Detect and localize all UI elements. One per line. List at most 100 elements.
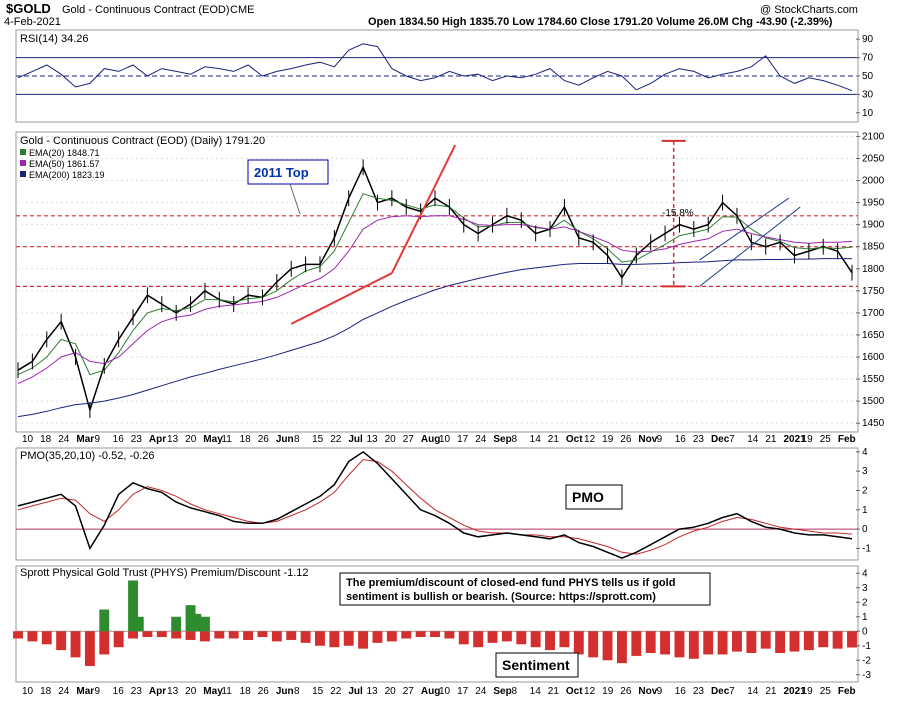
ema-line <box>17 215 853 384</box>
phys-bar <box>56 631 67 651</box>
y-tick-label: 1650 <box>862 330 885 341</box>
x-tick-label: 20 <box>385 434 397 445</box>
y-tick-label: 2 <box>862 485 868 496</box>
phys-bar <box>847 631 857 648</box>
x-tick-label: 23 <box>693 434 705 445</box>
phys-bar <box>732 631 742 652</box>
y-tick-label: 3 <box>862 583 868 594</box>
phys-bar <box>358 631 369 649</box>
pmo-line <box>17 450 853 559</box>
phys-bar <box>185 631 196 640</box>
phys-bar <box>775 631 786 653</box>
pmo-title: PMO(35,20,10) -0.52, -0.26 <box>20 450 155 462</box>
x-tick-label: 19 <box>802 686 814 697</box>
phys-bar <box>286 631 297 640</box>
x-tick-label: 26 <box>258 434 270 445</box>
phys-panel: Sprott Physical Gold Trust (PHYS) Premiu… <box>13 565 871 683</box>
phys-bar <box>271 631 282 642</box>
phys-bar <box>70 631 81 658</box>
phys-bar <box>199 631 210 642</box>
x-tick-label: 20 <box>185 434 197 445</box>
phys-bar <box>386 631 397 642</box>
x-tick-label: Dec <box>711 434 730 445</box>
phys-bar <box>789 631 800 652</box>
y-tick-label: -1 <box>862 641 871 652</box>
y-tick-label: 50 <box>862 71 874 82</box>
phys-bar <box>760 631 771 649</box>
pmo-label-box: PMO <box>565 484 623 510</box>
y-tick-label: -3 <box>862 670 871 681</box>
phys-bar <box>458 631 469 645</box>
x-tick-label: May <box>203 686 223 697</box>
x-tick-label: 8 <box>294 434 300 445</box>
x-tick-label: 15 <box>312 434 324 445</box>
x-tick-label: 22 <box>330 434 342 445</box>
phys-bar <box>645 631 656 653</box>
phys-bar <box>631 631 642 656</box>
y-tick-label: 1450 <box>862 418 885 429</box>
phys-bar <box>588 631 599 658</box>
y-tick-label: 90 <box>862 34 874 45</box>
x-tick-label: 10 <box>22 686 34 697</box>
phys-bar <box>329 631 340 648</box>
x-tick-label: 19 <box>802 434 814 445</box>
pmo-panel: PMO(35,20,10) -0.52, -0.26 -1 0 1 2 3 4 PMO <box>15 447 871 561</box>
x-tick-label: Mar <box>76 686 94 697</box>
y-tick-label: 1800 <box>862 264 885 275</box>
pmo-signal-line <box>17 459 853 555</box>
phys-bar <box>84 631 95 667</box>
phys-bar <box>545 631 555 651</box>
phys-bar <box>616 631 627 664</box>
x-tick-label: Feb <box>838 686 856 697</box>
y-tick-label: 1900 <box>862 220 885 231</box>
phys-bar <box>343 631 354 646</box>
phys-bar <box>41 631 52 645</box>
phys-bar <box>401 631 412 639</box>
x-tick-label: 14 <box>747 686 759 697</box>
phys-bar <box>516 631 527 645</box>
y-tick-label: 30 <box>862 89 874 100</box>
x-tick-label: Mar <box>76 434 94 445</box>
phys-bar <box>803 631 814 651</box>
x-tick-label: 25 <box>820 686 832 697</box>
x-tick-label: 21 <box>765 434 777 445</box>
callout-2011-top-text: 2011 Top <box>254 165 309 180</box>
phys-bar <box>660 631 671 655</box>
y-tick-label: 70 <box>862 53 874 64</box>
x-tick-label: Apr <box>149 686 166 697</box>
x-tick-label: 17 <box>457 686 469 697</box>
phys-bar <box>171 631 182 639</box>
x-tick-label: 25 <box>820 434 832 445</box>
x-tick-label: May <box>203 434 223 445</box>
legend-swatch <box>20 171 26 177</box>
y-tick-label: 1 <box>862 612 868 623</box>
phys-positive-bar <box>199 616 210 632</box>
x-tick-label: 18 <box>40 686 52 697</box>
pmo-label-text: PMO <box>572 489 604 505</box>
x-tick-label: 18 <box>240 434 252 445</box>
phys-bar <box>13 631 23 639</box>
x-tick-label: 14 <box>530 686 542 697</box>
legend-label: EMA(50) 1861.57 <box>29 159 100 169</box>
chart-exchange: CME <box>230 4 254 16</box>
phys-bar <box>559 631 570 648</box>
price-panel: Gold - Continuous Contract (EOD) (Daily)… <box>15 131 885 433</box>
phys-bar <box>688 631 699 659</box>
y-tick-label: 10 <box>862 108 874 119</box>
phys-bar <box>113 631 124 648</box>
ema-line <box>17 258 852 418</box>
phys-bar <box>99 631 110 655</box>
x-tick-label: 23 <box>131 434 143 445</box>
y-tick-label: 2050 <box>862 153 885 164</box>
y-tick-label: 1550 <box>862 374 885 385</box>
phys-bar <box>703 631 714 655</box>
x-tick-label: 14 <box>747 434 759 445</box>
x-tick-label: 16 <box>675 434 687 445</box>
trend-line <box>390 144 457 274</box>
drop-percent-label: -15.8% <box>662 208 694 219</box>
rsi-panel: RSI(14) 34.26 10 30 50 70 90 <box>15 29 874 123</box>
copyright: @ StockCharts.com <box>760 4 858 16</box>
chart-quote: Open 1834.50 High 1835.70 Low 1784.60 Cl… <box>368 16 833 28</box>
phys-positive-bar <box>171 616 182 632</box>
y-tick-label: -2 <box>862 655 871 666</box>
